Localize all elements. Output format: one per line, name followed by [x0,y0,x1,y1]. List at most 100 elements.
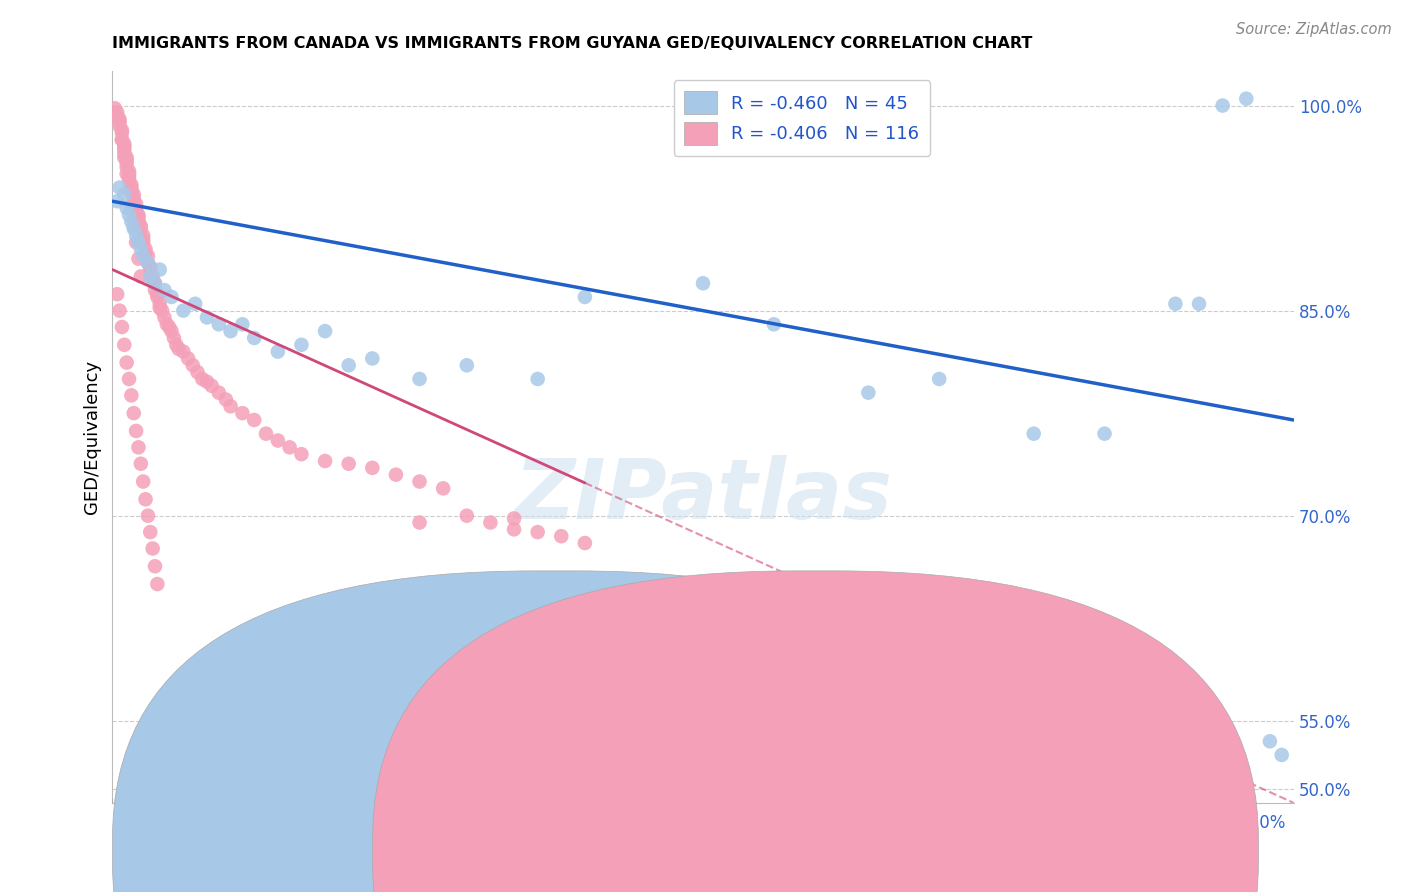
Point [111,123,134,137]
Text: Immigrants from Guyana: Immigrants from Guyana [848,842,1056,860]
Point [142,274,165,288]
Point [215,392,238,407]
Point [143,277,166,291]
Point [337,457,360,471]
Point [120,388,142,402]
Point [503,511,526,525]
Point [111,126,134,140]
Point [172,303,194,318]
Point [129,269,152,284]
Point [127,215,149,229]
Point [108,303,131,318]
Point [762,318,785,332]
Point [136,249,159,263]
Y-axis label: GED/Equivalency: GED/Equivalency [83,360,101,514]
Point [167,342,190,356]
Text: Source: ZipAtlas.com: Source: ZipAtlas.com [1236,22,1392,37]
Point [112,136,135,151]
Point [160,324,183,338]
Point [1188,297,1211,311]
Point [149,262,172,277]
Point [122,406,145,420]
Point [112,151,135,165]
Point [122,187,145,202]
Point [195,310,218,325]
Point [135,492,157,507]
Point [290,447,312,461]
Point [1164,297,1187,311]
Point [135,242,157,256]
Point [112,187,135,202]
Point [550,529,572,543]
Point [243,331,266,345]
Point [132,249,155,263]
Point [165,338,187,352]
Point [1212,98,1234,112]
Point [254,426,277,441]
Point [337,359,360,373]
Point [122,192,145,206]
Point [120,178,142,192]
Text: 50.0%: 50.0% [1234,814,1286,831]
Point [115,201,138,215]
Point [112,146,135,161]
Point [122,219,145,233]
Point [1022,426,1045,441]
Point [1271,747,1294,762]
Point [503,522,526,536]
Point [127,235,149,250]
Point [108,115,131,129]
Point [456,508,478,523]
Point [139,262,162,277]
Point [157,320,180,334]
Point [526,525,548,540]
Point [574,290,596,304]
Point [278,440,301,454]
Point [314,454,336,468]
Point [125,235,148,250]
Point [1258,734,1281,748]
Point [208,385,231,400]
Point [136,508,159,523]
Point [105,194,128,209]
Point [120,201,142,215]
Point [692,277,714,291]
Point [153,283,176,297]
Point [231,406,253,420]
Point [115,156,138,170]
Point [135,246,157,260]
Point [163,331,186,345]
Text: ZIPatlas: ZIPatlas [515,455,891,536]
Point [385,467,408,482]
Point [104,101,127,115]
Point [361,460,384,475]
Point [108,119,131,133]
Point [120,215,142,229]
Point [118,183,141,197]
Point [208,318,231,332]
Point [136,256,159,270]
Point [118,174,141,188]
Point [115,153,138,168]
Point [132,235,155,250]
Point [111,133,134,147]
Point [111,133,134,147]
Point [142,541,165,556]
Point [149,297,172,311]
Point [115,355,138,369]
Point [574,536,596,550]
Point [361,351,384,366]
Point [127,211,149,225]
Point [146,577,169,591]
Point [125,205,148,219]
Point [219,324,242,338]
Point [160,290,183,304]
Point [132,233,155,247]
Point [120,180,142,194]
Point [139,525,162,540]
Point [267,344,290,359]
Point [177,351,200,366]
Point [181,359,204,373]
Point [112,139,135,153]
Point [136,256,159,270]
